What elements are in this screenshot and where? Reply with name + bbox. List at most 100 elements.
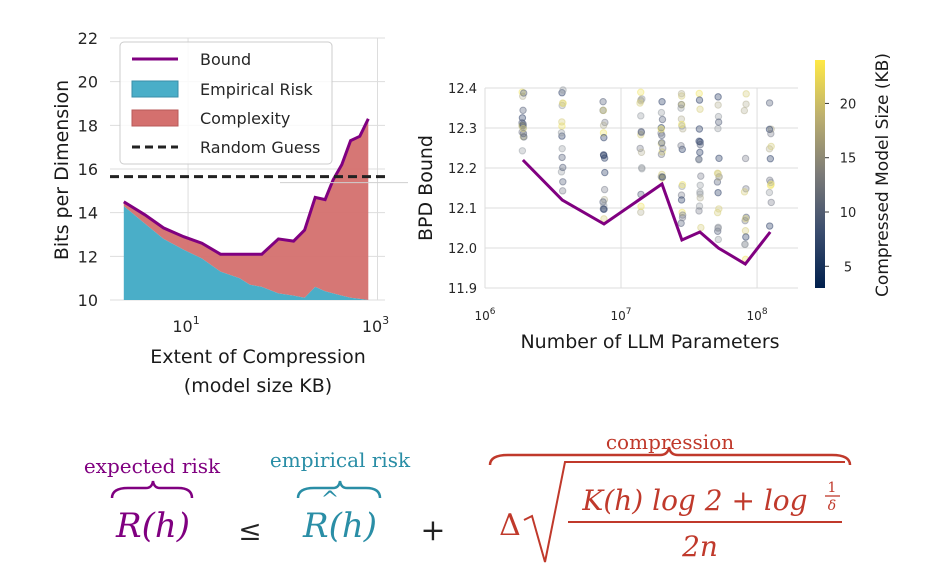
right-y-tick-label: 12.0: [448, 242, 477, 257]
small-frac-num: 1: [828, 480, 837, 496]
scatter-point: [559, 86, 567, 94]
scatter-point: [599, 106, 608, 115]
scatter-point: [558, 187, 567, 195]
scatter-point: [658, 115, 667, 124]
scatter-point: [678, 211, 687, 219]
numerator-text: K(h) log 2 + log: [581, 484, 807, 517]
scatter-point: [741, 240, 749, 249]
right-y-tick-label: 12.3: [448, 122, 477, 137]
scatter-point: [714, 93, 722, 101]
left-x-tick-label: 101: [172, 314, 199, 336]
scatter-point: [741, 227, 750, 235]
left-y-tick-label: 14: [78, 204, 98, 223]
right-x-tick-label: 107: [611, 307, 632, 323]
right-x-tick-label: 106: [474, 307, 495, 323]
llm-chart: 11.912.012.112.212.312.4 106 107 108 Numbe…: [415, 53, 893, 353]
scatter-point: [637, 208, 645, 216]
scatter-point: [696, 188, 704, 196]
left-x-tick-base: 10: [362, 317, 382, 336]
colorbar-tick-label: 10: [840, 206, 857, 221]
scatter-point: [678, 180, 687, 189]
scatter-point: [695, 96, 704, 104]
scatter-point: [742, 90, 750, 98]
colorbar-tick-label: 15: [840, 152, 857, 167]
scatter-point: [677, 141, 685, 150]
right-y-ticks: 11.9 12.0 12.1 12.2 12.3 12.4: [448, 82, 477, 297]
right-scatter-points: [518, 86, 775, 264]
right-x-tick-exp: 6: [490, 307, 496, 317]
legend-empirical-label: Empirical Risk: [200, 80, 313, 99]
left-x-tick-exp: 3: [382, 314, 389, 327]
small-frac-den: δ: [828, 498, 836, 514]
right-xlabel: Number of LLM Parameters: [520, 331, 779, 353]
sqrt-sign: [523, 461, 845, 563]
legend-random-label: Random Guess: [200, 138, 320, 157]
scatter-point: [637, 148, 646, 157]
scatter-point: [677, 92, 686, 100]
bpd-bound-line: [521, 158, 772, 266]
right-x-tick-label: 108: [747, 307, 768, 323]
legend-empirical-swatch: [131, 80, 179, 98]
empirical-risk-brace: [296, 480, 382, 499]
right-x-tick-exp: 8: [762, 307, 768, 317]
right-bound-line: [521, 158, 772, 266]
right-x-tick-base: 10: [611, 309, 626, 323]
scatter-point: [519, 124, 527, 133]
scatter-point: [636, 144, 644, 153]
left-x-tick-base: 10: [172, 317, 192, 336]
scatter-point: [658, 139, 666, 147]
scatter-point: [741, 154, 750, 163]
scatter-point: [600, 151, 608, 160]
scatter-point: [658, 170, 666, 179]
scatter-point: [695, 89, 703, 98]
scatter-point: [696, 181, 704, 189]
right-y-tick-label: 12.2: [448, 162, 477, 177]
scatter-point: [696, 148, 704, 157]
left-y-tick-label: 20: [78, 73, 98, 92]
expected-risk-brace: [110, 480, 194, 499]
left-y-tick-label: 12: [78, 247, 98, 266]
left-y-tick-label: 10: [78, 291, 98, 310]
left-x-tick-label: 103: [362, 314, 389, 336]
right-x-tick-base: 10: [747, 309, 762, 323]
scatter-point: [658, 98, 666, 106]
scatter-point: [599, 205, 608, 213]
scatter-point: [657, 108, 666, 117]
colorbar-label: Compressed Model Size (KB): [873, 53, 893, 297]
scatter-point: [695, 207, 703, 215]
left-y-tick-label: 18: [78, 116, 98, 135]
scatter-point: [657, 150, 666, 159]
colorbar-tick-label: 20: [840, 97, 857, 112]
scatter-point: [677, 100, 686, 109]
right-y-tick-label: 12.4: [448, 82, 477, 97]
scatter-point: [714, 235, 723, 244]
left-y-tick-label: 22: [78, 29, 98, 48]
colorbar-ticks: 5 10 15 20: [825, 97, 856, 275]
scatter-point: [638, 165, 646, 173]
denominator-text: 2n: [681, 530, 718, 563]
empirical-risk-area: [123, 206, 369, 300]
left-xlabel-line1: Extent of Compression: [150, 346, 366, 368]
left-x-ticks: 101 103: [172, 314, 389, 336]
scatter-point: [637, 88, 645, 96]
legend-box: [119, 41, 333, 165]
scatter-point: [558, 153, 566, 162]
right-x-tick-exp: 7: [626, 307, 632, 317]
scatter-point: [600, 133, 608, 142]
colorbar-tick-label: 5: [844, 260, 852, 275]
legend-complexity-swatch: [131, 109, 179, 127]
scatter-point: [678, 213, 687, 222]
scatter-point: [714, 118, 723, 126]
scatter-point: [677, 115, 686, 123]
scatter-point: [741, 215, 750, 223]
right-plot-background: [485, 88, 798, 288]
scatter-point: [695, 156, 703, 164]
scatter-point: [765, 188, 774, 197]
legend-bound-label: Bound: [200, 50, 251, 69]
scatter-point: [767, 129, 775, 138]
scatter-point: [714, 124, 722, 133]
scatter-point: [713, 208, 722, 217]
scatter-point: [637, 112, 645, 120]
scatter-point: [518, 147, 527, 155]
